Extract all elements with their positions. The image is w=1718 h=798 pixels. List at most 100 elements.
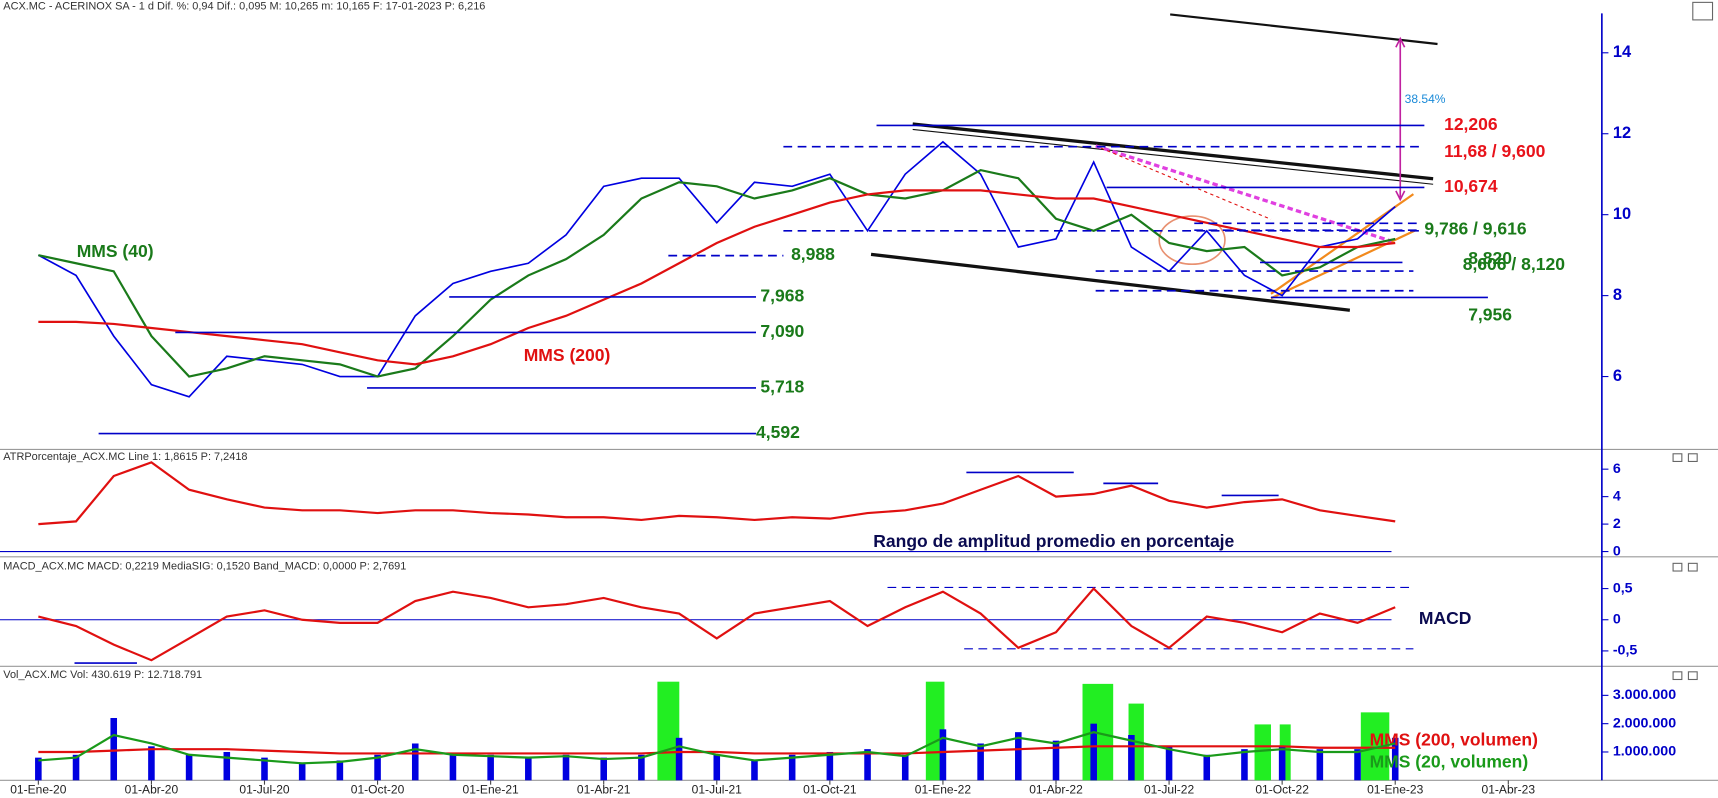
panel-header: ACX.MC - ACERINOX SA - 1 d Dif. %: 0,94 …	[3, 1, 485, 13]
bar	[185, 754, 193, 781]
bar	[1391, 737, 1399, 781]
y-tick-label: 2.000.000	[1613, 715, 1676, 731]
panel-header: MACD_ACX.MC MACD: 0,2219 MediaSIG: 0,152…	[3, 561, 406, 573]
bar	[751, 760, 758, 781]
level-label: 8,820	[1468, 248, 1512, 268]
y-tick-label: 8	[1613, 286, 1622, 304]
x-tick-label: 01-Oct-22	[1255, 782, 1309, 796]
x-tick-label: 01-Jul-22	[1144, 782, 1195, 796]
y-tick-label: 6	[1613, 461, 1621, 477]
bar	[901, 754, 909, 781]
bar	[600, 757, 607, 781]
bar	[449, 754, 457, 781]
level-label: 8,606 / 8,120	[1463, 254, 1566, 274]
level-label: 12,206	[1444, 114, 1498, 134]
bar	[562, 754, 570, 781]
legend-label: MMS (40)	[77, 241, 154, 261]
bar	[1278, 746, 1286, 781]
bar	[487, 754, 494, 781]
panel-separators	[0, 448, 1718, 781]
y-tick-label: 4	[1613, 488, 1621, 504]
level-label: 7,090	[760, 321, 804, 341]
bar	[1241, 749, 1248, 781]
x-tick-label: 01-Abr-22	[1029, 782, 1083, 796]
level-label: 7,968	[760, 286, 804, 306]
y-tick-label: 12	[1613, 124, 1631, 142]
series-line	[38, 731, 1396, 765]
panel-header: Vol_ACX.MC Vol: 430.619 P: 12.718.791	[3, 669, 202, 681]
bar	[1165, 746, 1173, 781]
x-tick-label: 01-Jul-21	[692, 782, 743, 796]
legend-label: MMS (20, volumen)	[1370, 751, 1529, 771]
x-tick-label: 01-Abr-21	[577, 782, 631, 796]
y-tick-label: 0	[1613, 612, 1621, 628]
series-line	[38, 745, 1396, 755]
x-tick-label: 01-Ene-20	[10, 782, 67, 796]
y-tick-label: 14	[1613, 43, 1632, 61]
y-tick-label: 0,5	[1613, 580, 1633, 596]
legend-label: MMS (200)	[524, 345, 611, 365]
macd-bands	[887, 586, 1414, 650]
bar	[788, 754, 796, 781]
bar	[638, 754, 645, 781]
level-label: 10,674	[1444, 176, 1498, 196]
bar	[1052, 740, 1060, 781]
bar	[1090, 723, 1097, 781]
x-tick-label: 01-Ene-22	[915, 782, 972, 796]
annotation: Rango de amplitud promedio en porcentaje	[873, 531, 1234, 551]
series-line	[38, 189, 1396, 366]
bar	[826, 751, 834, 781]
legend-label: MMS (200, volumen)	[1370, 729, 1538, 749]
peak-markers	[966, 471, 1279, 497]
bar	[110, 718, 118, 781]
bar	[1316, 749, 1324, 781]
bar	[1128, 734, 1135, 781]
bar	[1015, 732, 1022, 781]
bar	[298, 763, 306, 781]
y-tick-label: 2	[1613, 516, 1621, 532]
trend-lines	[870, 13, 1438, 312]
bar	[35, 757, 42, 781]
bar	[939, 729, 947, 781]
bar	[1354, 749, 1361, 781]
bar	[261, 757, 268, 781]
y-tick-label: 0	[1613, 543, 1621, 559]
level-label: 11,68 / 9,600	[1444, 141, 1546, 161]
y-tick-label: 3.000.000	[1613, 687, 1676, 703]
bar	[977, 743, 984, 781]
annotation: 38.54%	[1405, 92, 1446, 106]
x-tick-label: 01-Ene-21	[463, 782, 520, 796]
window-buttons[interactable]	[1672, 1, 1714, 681]
y-tick-label: 10	[1613, 205, 1631, 223]
bar	[864, 749, 871, 781]
y-tick-label: 1.000.000	[1613, 744, 1676, 760]
bar	[525, 757, 532, 781]
bar	[713, 754, 721, 781]
y-tick-label: -0,5	[1613, 643, 1638, 659]
panel-header: ATRPorcentaje_ACX.MC Line 1: 1,8615 P: 7…	[3, 451, 247, 463]
annotation: MACD	[1419, 608, 1472, 628]
level-label: 5,718	[760, 377, 804, 397]
level-label: 8,988	[791, 244, 835, 264]
y-tick-label: 6	[1613, 367, 1622, 385]
bar	[148, 746, 155, 781]
x-tick-label: 01-Abr-20	[125, 782, 179, 796]
x-tick-label: 01-Jul-20	[239, 782, 290, 796]
x-tick-label: 01-Oct-20	[351, 782, 405, 796]
level-label: 7,956	[1468, 305, 1512, 325]
x-tick-label: 01-Ene-23	[1367, 782, 1424, 796]
series-line	[38, 586, 1396, 662]
series-line	[38, 168, 1396, 378]
level-label: 9,786 / 9,616	[1424, 219, 1527, 239]
level-label: 4,592	[756, 422, 800, 442]
series-line	[38, 461, 1396, 526]
bar	[1203, 754, 1211, 781]
bar	[675, 737, 683, 781]
bar	[72, 754, 80, 781]
bar	[336, 760, 344, 781]
bar	[223, 751, 231, 781]
x-tick-label: 01-Abr-23	[1482, 782, 1536, 796]
